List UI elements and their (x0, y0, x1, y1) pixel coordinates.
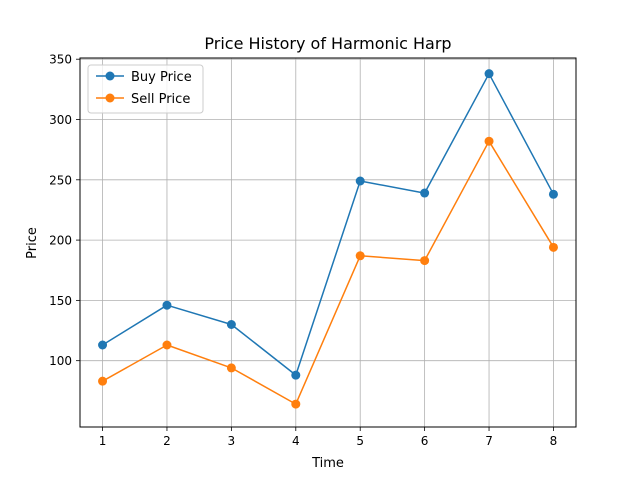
plot-frame (79, 57, 577, 428)
series-line-buy-price (102, 72, 555, 376)
x-tick-label: 6 (421, 434, 429, 448)
x-tick-label: 2 (163, 434, 171, 448)
data-point-buy-price (291, 370, 301, 380)
data-point-sell-price (355, 251, 365, 261)
data-point-sell-price (291, 399, 301, 409)
x-axis-label: Time (311, 456, 344, 471)
data-point-buy-price (484, 69, 494, 79)
series-line-sell-price (102, 140, 555, 405)
y-axis-label: Price (25, 227, 40, 259)
data-point-buy-price (226, 320, 236, 329)
data-point-buy-price (420, 188, 430, 198)
y-tick-label: 150 (49, 294, 72, 308)
legend-box (87, 64, 204, 114)
data-point-buy-price (162, 300, 172, 310)
legend-label-buy-price: Buy Price (131, 70, 192, 85)
data-point-sell-price (226, 363, 236, 373)
x-tick-label: 5 (356, 434, 364, 448)
x-tick-label: 4 (292, 434, 300, 448)
data-point-sell-price (484, 136, 494, 146)
y-tick-label: 300 (49, 113, 72, 127)
data-point-buy-price (98, 340, 108, 350)
y-axis-ticks: 100 150 200 250 300 350 (49, 53, 80, 368)
data-point-sell-price (98, 376, 108, 386)
y-tick-label: 200 (49, 234, 72, 248)
x-tick-label: 3 (228, 434, 236, 448)
x-tick-label: 7 (485, 434, 493, 448)
legend-marker-sell-price (105, 93, 115, 103)
x-axis-ticks: 1 2 3 4 5 6 7 8 (99, 427, 558, 448)
legend: Buy Price Sell Price (87, 64, 204, 114)
x-tick-label: 1 (99, 434, 107, 448)
data-point-sell-price (420, 256, 430, 266)
data-point-sell-price (162, 340, 172, 350)
grid (80, 58, 576, 427)
chart-title: Price History of Harmonic Harp (204, 34, 451, 53)
series-sell-price (98, 136, 558, 409)
data-point-sell-price (548, 242, 558, 252)
data-point-buy-price (548, 189, 558, 199)
series-buy-price (98, 69, 558, 380)
y-tick-label: 250 (49, 173, 72, 187)
legend-label-sell-price: Sell Price (131, 92, 190, 107)
x-tick-label: 8 (550, 434, 558, 448)
y-tick-label: 100 (49, 354, 72, 368)
legend-marker-buy-price (105, 71, 115, 81)
data-point-buy-price (355, 176, 365, 186)
plot-series (98, 69, 558, 409)
y-tick-label: 350 (49, 53, 72, 67)
